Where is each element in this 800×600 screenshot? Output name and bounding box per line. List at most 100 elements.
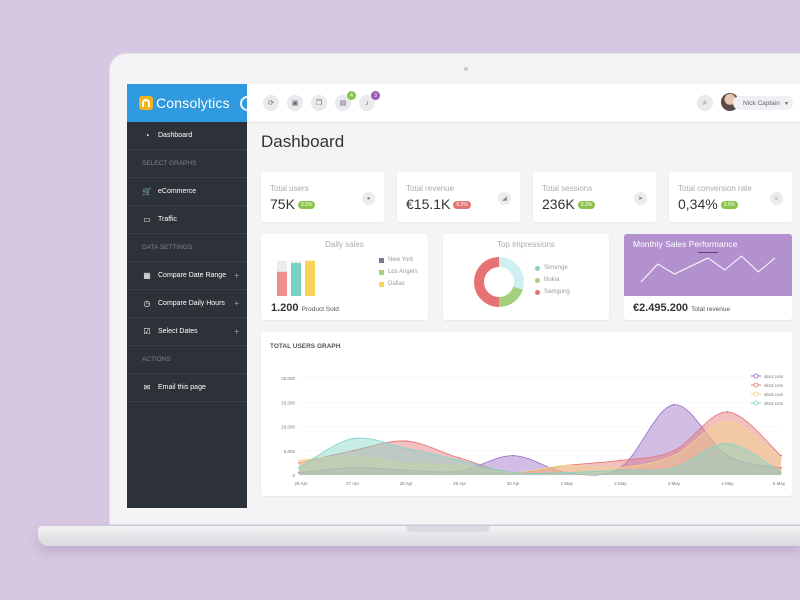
stat-change-badge: 6.2%	[453, 201, 471, 210]
sidebar-section-label: ACTIONS	[127, 346, 247, 374]
data-point	[726, 442, 729, 445]
stat-card-total-revenue: Total revenue €15.1K 6.2% ◢	[397, 172, 520, 222]
data-point	[405, 461, 408, 464]
monthly-sales-card: Monthly Sales Performance 26,444 €2.495.…	[624, 234, 792, 320]
top-impressions-card: Top impressions Simenge Nokia Samgung	[443, 234, 609, 320]
legend-dot	[535, 265, 540, 271]
stat-label: Total users	[270, 184, 309, 193]
data-point	[726, 454, 729, 457]
legend-label: Nokia	[544, 277, 560, 283]
data-point	[298, 461, 300, 464]
briefcase-button[interactable]: ▣	[287, 95, 303, 111]
user-icon: ●	[362, 192, 375, 205]
monthly-sales-caption: Total revenue	[691, 306, 731, 313]
monthly-sales-line	[640, 255, 776, 283]
area-fill-site3.com	[299, 421, 781, 475]
legend-item: Dallas	[379, 278, 417, 290]
total-users-graph-card: TOTAL USERS GRAPH 20,000 15,000 10,000 5,00…	[261, 332, 792, 496]
plus-icon[interactable]: +	[234, 299, 239, 308]
area-fill-site2.com	[299, 411, 781, 475]
plus-icon[interactable]: +	[234, 271, 239, 280]
legend-label: Samgung	[544, 289, 570, 295]
impressions-donut-chart	[474, 257, 524, 307]
camera-icon	[464, 67, 468, 71]
data-point	[672, 403, 675, 406]
x-tick-label: 29 Apr	[453, 481, 467, 486]
legend-swatch	[379, 281, 384, 287]
stat-label: Total revenue	[406, 184, 455, 193]
bell-button[interactable]: ♪ 3	[359, 91, 380, 111]
data-point	[565, 464, 568, 467]
sidebar-item-label: Select Dates	[158, 328, 198, 335]
daily-sales-value: 1.200	[271, 302, 299, 314]
stat-value-text: €15.1K	[406, 196, 451, 212]
stat-value-text: 0,34%	[678, 196, 718, 212]
brand-header[interactable]: Consolytics	[127, 84, 247, 122]
sidebar-item-dashboard[interactable]: ◔ Dashboard	[127, 122, 247, 150]
data-point	[458, 457, 461, 459]
area-fill-site4.com	[299, 437, 781, 475]
daily-sales-caption: Product Sold	[301, 306, 339, 313]
area-line-site3.com	[298, 421, 782, 473]
stat-card-total-sessions: Total sessions 236K 0.3% ➤	[533, 172, 656, 222]
y-tick-label: 5,000	[284, 449, 296, 454]
stat-label: Total conversion rate	[678, 184, 752, 193]
data-point	[351, 466, 354, 469]
calculator-icon: ▤	[339, 100, 347, 107]
sidebar-item-compare-daily-hours[interactable]: ◷ Compare Daily Hours +	[127, 290, 247, 318]
stat-value-text: 236K	[542, 196, 575, 212]
legend-label: site4.com	[764, 401, 784, 406]
donut-slice	[499, 257, 524, 290]
top-impressions-title: Top impressions	[497, 240, 555, 249]
data-point	[458, 470, 461, 473]
sales-bar	[291, 263, 301, 296]
area-line-site4.com	[298, 437, 782, 474]
x-tick-label: 30 Apr	[507, 481, 521, 486]
data-point	[405, 440, 408, 442]
notification-badge: 3	[371, 91, 380, 100]
page-title: Dashboard	[261, 132, 345, 151]
data-point	[351, 437, 354, 440]
sidebar-item-ecommerce[interactable]: 🛒 eCommerce	[127, 178, 247, 206]
legend-marker	[753, 400, 759, 406]
refresh-button[interactable]: ⟳	[263, 95, 279, 111]
stat-change-badge: 0.3%	[577, 201, 596, 210]
sidebar-item-email-this-page[interactable]: ✉ Email this page	[127, 374, 247, 402]
legend-dot	[535, 277, 540, 283]
refresh-icon: ⟳	[268, 100, 274, 107]
sidebar-item-compare-date-range[interactable]: ▦ Compare Date Range +	[127, 262, 247, 290]
laptop-icon: ▭	[143, 215, 151, 224]
data-point	[405, 469, 408, 472]
area-line-site2.com	[298, 411, 782, 474]
sidebar-item-label: Email this page	[158, 384, 206, 391]
data-point	[512, 454, 515, 457]
x-tick-label: 27 Apr	[346, 481, 360, 486]
legend-label: New York	[388, 257, 414, 263]
search-icon[interactable]: ⌕	[697, 95, 713, 111]
total-users-area-chart: 20,000 15,000 10,000 5,000 0 26 Apr 27 Apr 28 A…	[281, 373, 786, 486]
smile-icon: ☺	[770, 192, 783, 205]
plus-icon[interactable]: +	[234, 327, 239, 336]
documents-button[interactable]: ❐	[311, 95, 327, 111]
stat-change-badge: 3.0%	[720, 201, 739, 210]
sidebar-item-label: Traffic	[158, 216, 178, 223]
donut-slice	[474, 257, 499, 307]
user-menu[interactable]: Nick Captain ▾	[733, 96, 793, 110]
sidebar-item-select-dates[interactable]: ☑ Select Dates +	[127, 318, 247, 346]
data-point	[619, 466, 622, 469]
sidebar-item-traffic[interactable]: ▭ Traffic	[127, 206, 247, 234]
x-tick-label: 2 May	[614, 481, 627, 486]
y-tick-label: 10,000	[281, 425, 295, 430]
user-name: Nick Captain	[743, 99, 780, 107]
laptop-notch	[406, 526, 490, 532]
stat-label: Total sessions	[542, 184, 593, 193]
daily-sales-card: Daily sales New York Los Angels Dallas 1.2…	[261, 234, 428, 320]
stat-value-text: 75K	[270, 196, 295, 212]
calculator-button[interactable]: ▤ 4	[335, 91, 356, 111]
chart-icon: ◢	[498, 192, 511, 205]
legend-item: Simenge	[535, 262, 570, 274]
x-tick-label: 26 Apr	[294, 481, 308, 486]
y-tick-label: 0	[292, 473, 295, 478]
sidebar-section-label: SELECT GRAPHS	[127, 150, 247, 178]
legend-label: Simenge	[544, 265, 568, 271]
